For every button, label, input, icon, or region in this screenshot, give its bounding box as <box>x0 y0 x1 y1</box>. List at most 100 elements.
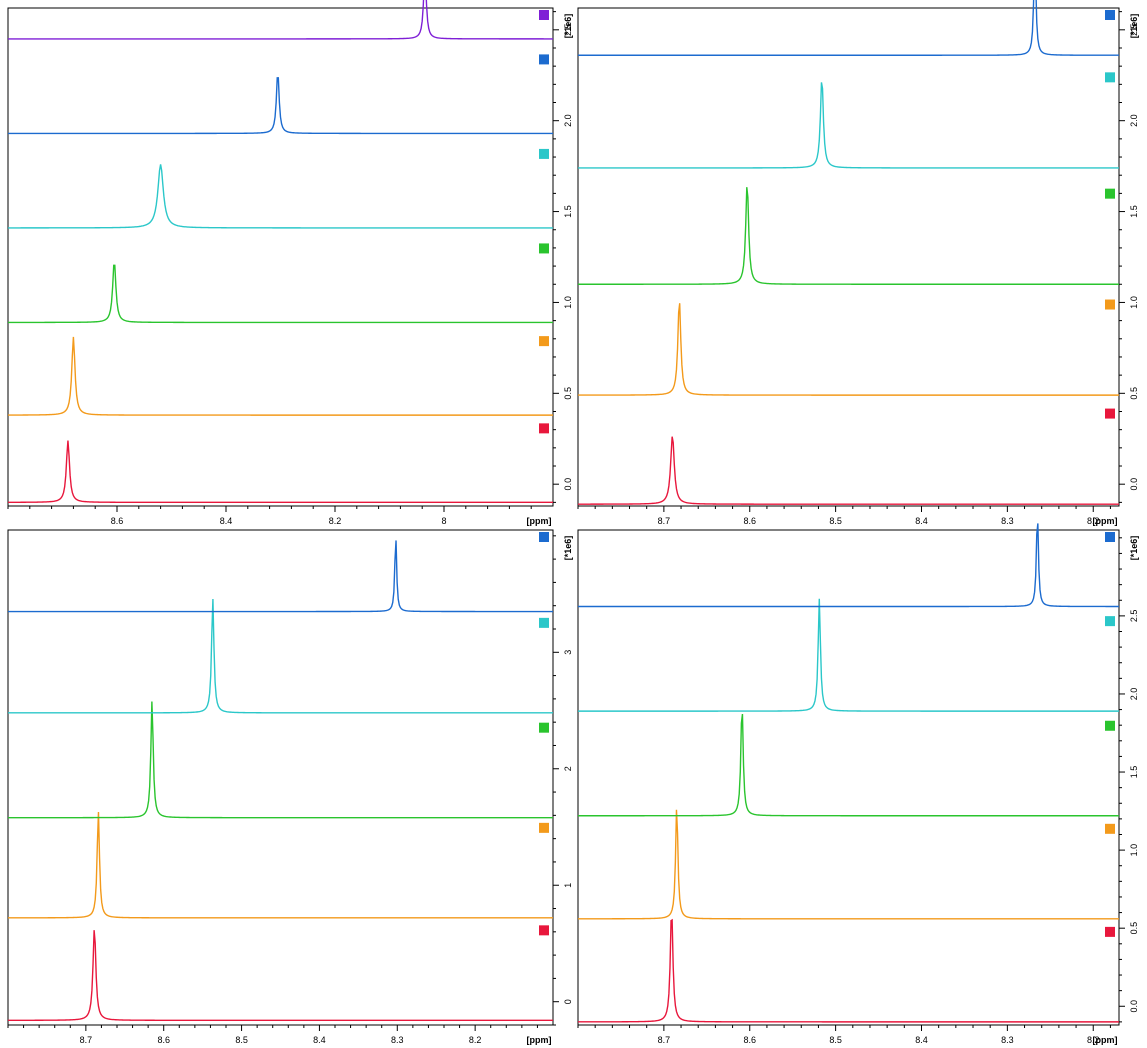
series-marker-3 <box>1105 720 1115 731</box>
spectrum-trace-1 <box>578 436 1119 505</box>
x-tick-label: 8.2 <box>329 516 342 526</box>
y-tick-label: 1.5 <box>1129 205 1139 218</box>
series-marker-2 <box>1105 299 1115 310</box>
series-marker-1 <box>539 925 549 936</box>
y-tick-label: 0.5 <box>1129 387 1139 400</box>
series-marker-4 <box>539 148 549 159</box>
series-marker-5 <box>539 54 549 65</box>
series-marker-1 <box>1105 408 1115 419</box>
x-tick-label: 8.7 <box>80 1035 93 1045</box>
series-marker-2 <box>539 336 549 347</box>
spectrum-panel-3: 8.7 8.6 8.5 8.4 8.3 8.2 [ppm] 0 1 2 3 [*1e6] <box>7 529 573 1045</box>
series-marker-2 <box>539 822 549 833</box>
spectrum-panel-4: 8.7 8.6 8.5 8.4 8.3 8.2[ppm] 0.0 0.5 1.0 1.5 2.0 2.… <box>577 523 1139 1045</box>
y-tick-label: 0 <box>563 999 573 1004</box>
series-marker-3 <box>1105 188 1115 199</box>
spectrum-trace-5 <box>8 540 553 613</box>
x-axis: 8.7 8.6 8.5 8.4 8.3 8.2[ppm] <box>577 506 1118 526</box>
x-tick-label: 8.4 <box>915 516 928 526</box>
y-tick-label: 0.0 <box>563 478 573 491</box>
y-tick-label: 0.5 <box>563 387 573 400</box>
x-tick-label: 8.4 <box>915 1035 928 1045</box>
series-marker-5 <box>1105 10 1115 20</box>
x-tick-label: 8.6 <box>743 1035 756 1045</box>
x-unit-label: [ppm] <box>1093 1035 1118 1045</box>
y-tick-label: 2.0 <box>563 114 573 127</box>
spectrum-trace-3 <box>578 187 1119 285</box>
series-marker-4 <box>539 617 549 628</box>
x-tick-label: 8.5 <box>829 1035 842 1045</box>
spectrum-trace-4 <box>8 598 553 714</box>
spectrum-trace-3 <box>8 264 553 324</box>
y-tick-label: 0.0 <box>1129 478 1139 491</box>
series-marker-1 <box>539 423 549 434</box>
plot-frame <box>577 529 1120 1026</box>
y-tick-label: 2.0 <box>1129 688 1139 701</box>
spectrum-trace-1 <box>578 918 1119 1023</box>
x-tick-label: 8.6 <box>743 516 756 526</box>
plot-frame <box>7 7 554 507</box>
x-tick-label: 8.6 <box>111 516 124 526</box>
x-tick-label: 8.6 <box>157 1035 170 1045</box>
x-tick-label: 8.5 <box>235 1035 248 1045</box>
y-tick-label: 2.5 <box>1129 610 1139 623</box>
x-unit-label: [ppm] <box>527 1035 552 1045</box>
y-tick-label: 2.5 <box>563 24 573 37</box>
spectrum-trace-5 <box>578 0 1119 56</box>
spectrum-trace-2 <box>578 303 1119 396</box>
y-unit-label: [*1e6] <box>563 14 573 39</box>
spectrum-panel-1: 8.6 8.4 8.2 8 [ppm] 0.0 0.5 1.0 1.5 2.0 2.5[*1e6] <box>7 0 573 526</box>
x-axis: 8.6 8.4 8.2 8 [ppm] <box>7 506 552 526</box>
series-marker-6 <box>539 10 549 20</box>
y-unit-label: [*1e6] <box>1129 14 1139 39</box>
y-tick-label: 1.5 <box>1129 766 1139 779</box>
series-marker-2 <box>1105 823 1115 834</box>
y-axis: 0 1 2 3 [*1e6] <box>553 535 573 1026</box>
x-tick-label: 8.4 <box>220 516 233 526</box>
spectrum-trace-6 <box>8 0 553 40</box>
spectrum-trace-4 <box>578 598 1119 712</box>
series-marker-5 <box>1105 532 1115 542</box>
x-tick-label: 8 <box>441 516 446 526</box>
spectrum-trace-1 <box>8 440 553 504</box>
spectrum-trace-1 <box>8 930 553 1022</box>
y-tick-label: 0.0 <box>1129 1000 1139 1013</box>
y-axis: 0.0 0.5 1.0 1.5 2.0 2.5[*1e6] <box>553 11 573 503</box>
spectrum-trace-5 <box>8 77 553 135</box>
plot-frame <box>7 529 554 1026</box>
y-tick-label: 1.5 <box>563 205 573 218</box>
y-tick-label: 2 <box>563 766 573 771</box>
spectrum-trace-4 <box>578 82 1119 169</box>
x-tick-label: 8.3 <box>391 1035 404 1045</box>
spectrum-trace-5 <box>578 523 1119 608</box>
y-unit-label: [*1e6] <box>1129 536 1139 561</box>
series-marker-4 <box>1105 72 1115 83</box>
y-tick-label: 0.5 <box>1129 922 1139 935</box>
spectrum-trace-2 <box>8 811 553 919</box>
x-tick-label: 8.3 <box>1001 1035 1014 1045</box>
y-axis: 0.00.51.01.52.02.5[*1e6] <box>1119 536 1139 1023</box>
x-tick-label: 8.2 <box>1087 1035 1100 1045</box>
spectrum-trace-2 <box>578 809 1119 920</box>
x-unit-label: [ppm] <box>527 516 552 526</box>
x-unit-label: [ppm] <box>1093 516 1118 526</box>
x-tick-label: 8.2 <box>1087 516 1100 526</box>
spectrum-trace-3 <box>578 713 1119 817</box>
y-tick-label: 3 <box>563 650 573 655</box>
y-tick-label: 1.0 <box>563 296 573 309</box>
y-tick-label: 1.0 <box>1129 296 1139 309</box>
series-marker-5 <box>539 532 549 542</box>
x-tick-label: 8.7 <box>658 516 671 526</box>
x-tick-label: 8.7 <box>658 1035 671 1045</box>
spectrum-trace-3 <box>8 701 553 819</box>
spectrum-trace-2 <box>8 336 553 416</box>
x-tick-label: 8.5 <box>829 516 842 526</box>
x-tick-label: 8.4 <box>313 1035 326 1045</box>
y-axis: 0.00.51.01.52.02.5[*1e6] <box>1119 11 1139 503</box>
y-unit-label: [*1e6] <box>563 536 573 561</box>
spectrum-trace-4 <box>8 164 553 229</box>
x-tick-label: 8.3 <box>1001 516 1014 526</box>
spectrum-panel-2: 8.7 8.6 8.5 8.4 8.3 8.2[ppm] 0.0 0.5 1.0 1.5 2.0 2.… <box>577 0 1139 526</box>
